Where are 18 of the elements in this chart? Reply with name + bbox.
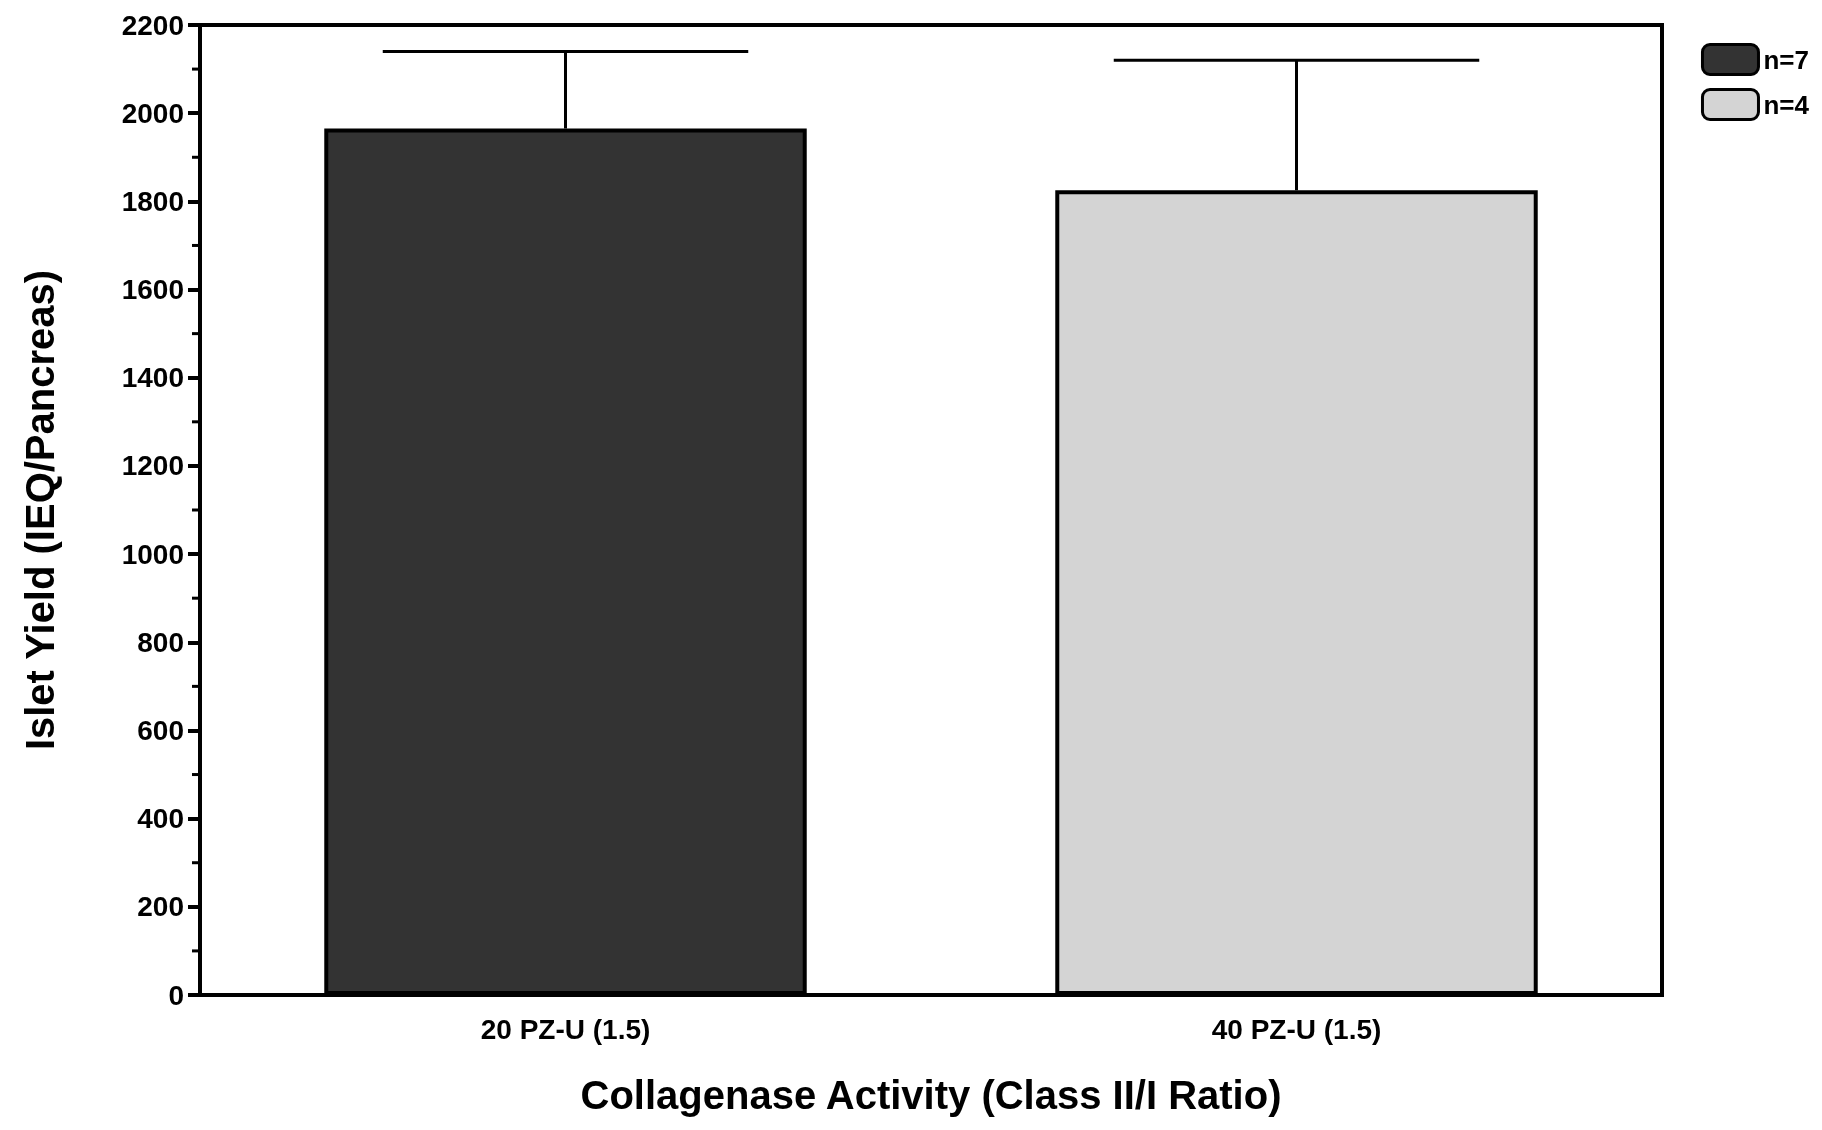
y-tick-label: 1000 [121,538,184,570]
y-tick-label: 200 [137,891,184,923]
y-tick-label: 400 [137,803,184,835]
x-tick-label: 20 PZ-U (1.5) [480,1013,651,1045]
y-tick-label: 600 [137,714,184,746]
y-tick-label: 1600 [121,274,184,306]
legend-label: n=7 [1763,44,1810,75]
y-tick-label: 1400 [121,362,184,394]
y-tick-label: 0 [168,979,184,1011]
x-axis-title: Collagenase Activity (Class II/I Ratio) [580,1073,1282,1117]
y-tick-label: 1800 [121,185,184,217]
y-tick-label: 2000 [121,97,184,129]
y-axis-title: Islet Yield (IEQ/Pancreas) [18,269,62,751]
legend-label: n=4 [1763,89,1810,120]
y-tick-label: 2200 [121,9,184,41]
x-tick-label: 40 PZ-U (1.5) [1211,1013,1382,1045]
y-tick-label: 1200 [121,450,184,482]
y-tick-label: 800 [137,626,184,658]
